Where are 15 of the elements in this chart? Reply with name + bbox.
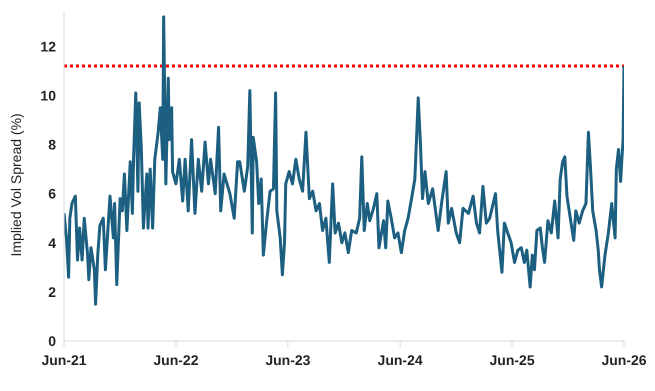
x-tick-label: Jun-22 bbox=[153, 352, 199, 368]
x-tick-label: Jun-23 bbox=[265, 352, 311, 368]
line-series bbox=[64, 15, 624, 306]
x-tick-label: Jun-24 bbox=[378, 352, 423, 368]
y-tick-label: 4 bbox=[48, 234, 56, 251]
y-tick-label: 12 bbox=[40, 38, 56, 54]
y-tick-label: 2 bbox=[48, 284, 56, 300]
x-tick-label: Jun-21 bbox=[41, 352, 87, 368]
y-tick-label: 10 bbox=[40, 87, 56, 104]
x-tick-label: Jun-25 bbox=[490, 352, 535, 368]
y-axis-title: Implied Vol Spread (%) bbox=[8, 113, 24, 256]
y-tick-label: 8 bbox=[48, 136, 56, 153]
y-tick-label: 0 bbox=[48, 332, 56, 349]
x-tick-label: Jun-26 bbox=[601, 352, 647, 368]
y-tick-label: 6 bbox=[48, 186, 56, 202]
